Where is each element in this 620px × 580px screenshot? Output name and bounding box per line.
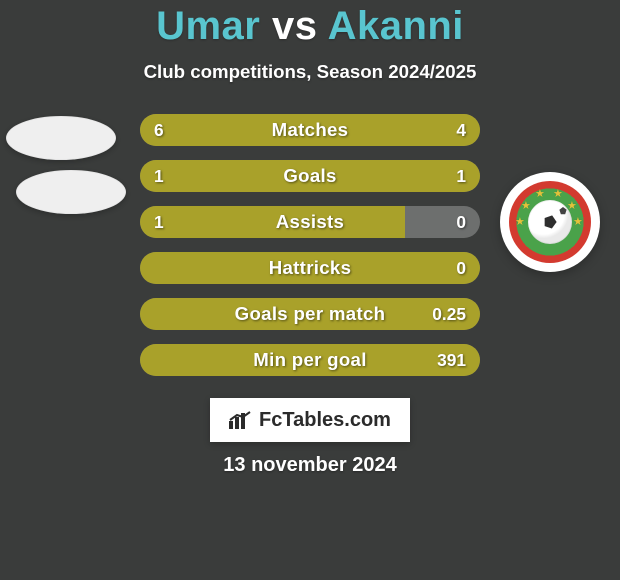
title-player-right: Akanni [328, 4, 464, 48]
stat-row: Matches64 [140, 114, 480, 146]
stat-fill-right [310, 160, 480, 192]
subtitle: Club competitions, Season 2024/2025 [0, 61, 620, 83]
page-title: Umar vs Akanni [0, 0, 620, 49]
stat-row: Min per goal391 [140, 344, 480, 376]
stats-column: Matches64 Goals11 Assists10 Hattricks0 Goals… [140, 114, 480, 376]
date-text: 13 november 2024 [0, 454, 620, 477]
brand-text: FcTables.com [259, 409, 391, 432]
stat-row: Hattricks0 [140, 252, 480, 284]
comparison-card: Umar vs Akanni Club competitions, Season… [0, 0, 620, 580]
stat-fill-left [140, 298, 480, 330]
stat-row: Goals11 [140, 160, 480, 192]
stats-area: Matches64 Goals11 Assists10 Hattricks0 Goals… [0, 114, 620, 376]
stat-fill-left [140, 206, 405, 238]
stat-fill-left [140, 160, 310, 192]
stat-fill-left [140, 344, 480, 376]
stat-row: Goals per match0.25 [140, 298, 480, 330]
stat-fill-left [140, 114, 344, 146]
stat-value-right: 0 [456, 206, 466, 238]
title-vs: vs [260, 4, 327, 48]
stat-fill-right [344, 114, 480, 146]
brand-badge: FcTables.com [210, 398, 410, 442]
bar-chart-icon [229, 411, 251, 429]
stat-fill-left [140, 252, 480, 284]
title-player-left: Umar [156, 4, 260, 48]
stat-row: Assists10 [140, 206, 480, 238]
